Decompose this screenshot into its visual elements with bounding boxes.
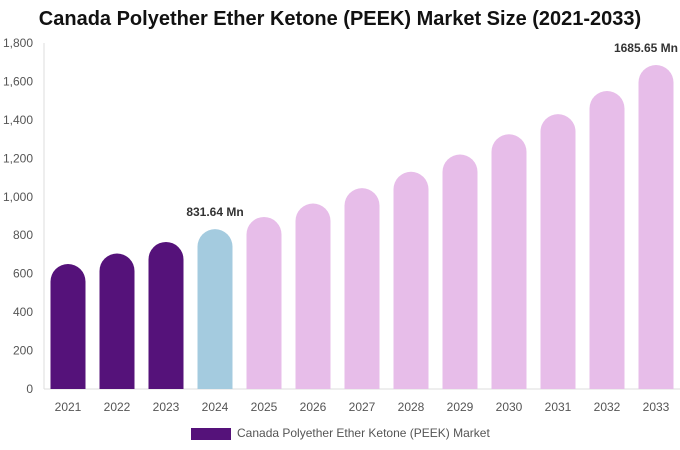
chart-title: Canada Polyether Ether Ketone (PEEK) Mar… bbox=[38, 8, 642, 30]
y-tick-label: 800 bbox=[13, 228, 33, 242]
y-tick-label: 1,200 bbox=[3, 151, 33, 165]
x-tick-label: 2021 bbox=[55, 400, 82, 414]
bars bbox=[50, 64, 674, 390]
y-tick-label: 1,800 bbox=[3, 36, 33, 50]
y-tick-label: 0 bbox=[26, 382, 33, 396]
x-tick-label: 2025 bbox=[251, 400, 278, 414]
bar-2031[interactable] bbox=[540, 114, 576, 389]
x-tick-label: 2028 bbox=[398, 400, 425, 414]
data-label-2024: 831.64 Mn bbox=[186, 205, 243, 219]
x-tick-label: 2023 bbox=[153, 400, 180, 414]
y-tick-label: 1,000 bbox=[3, 190, 33, 204]
bar-2030[interactable] bbox=[491, 134, 527, 389]
data-label-2033: 1685.65 Mn bbox=[614, 41, 678, 55]
y-tick-label: 600 bbox=[13, 267, 33, 281]
bar-2032[interactable] bbox=[589, 91, 625, 390]
legend[interactable]: Canada Polyether Ether Ketone (PEEK) Mar… bbox=[191, 426, 490, 440]
x-tick-label: 2031 bbox=[545, 400, 572, 414]
x-tick-label: 2026 bbox=[300, 400, 327, 414]
legend-swatch[interactable] bbox=[191, 428, 231, 440]
x-tick-label: 2027 bbox=[349, 400, 376, 414]
bar-2033[interactable] bbox=[638, 64, 674, 389]
y-tick-label: 200 bbox=[13, 344, 33, 358]
bar-2021[interactable] bbox=[50, 264, 86, 389]
legend-label[interactable]: Canada Polyether Ether Ketone (PEEK) Mar… bbox=[237, 426, 490, 440]
bar-2026[interactable] bbox=[295, 203, 331, 389]
y-axis: 0 200 400 600 800 1,000 1,200 1,400 1,600 1,800 bbox=[3, 36, 45, 396]
x-tick-label: 2022 bbox=[104, 400, 131, 414]
bar-2023[interactable] bbox=[148, 241, 184, 389]
x-tick-label: 2029 bbox=[447, 400, 474, 414]
x-tick-label: 2030 bbox=[496, 400, 523, 414]
data-labels: 831.64 Mn 1685.65 Mn bbox=[186, 41, 678, 219]
x-tick-label: 2024 bbox=[202, 400, 229, 414]
y-tick-label: 1,400 bbox=[3, 113, 33, 127]
bar-2025[interactable] bbox=[246, 216, 282, 389]
y-tick-label: 400 bbox=[13, 305, 33, 319]
x-axis: 2021 2022 2023 2024 2025 2026 2027 2028 2029 2030… bbox=[44, 388, 680, 414]
bar-2029[interactable] bbox=[442, 154, 478, 389]
bar-2027[interactable] bbox=[344, 188, 380, 389]
bar-2024[interactable] bbox=[197, 229, 233, 389]
x-tick-label: 2032 bbox=[594, 400, 621, 414]
bar-2022[interactable] bbox=[99, 253, 135, 389]
y-tick-label: 1,600 bbox=[3, 74, 33, 88]
bar-2028[interactable] bbox=[393, 171, 429, 389]
x-tick-label: 2033 bbox=[643, 400, 670, 414]
